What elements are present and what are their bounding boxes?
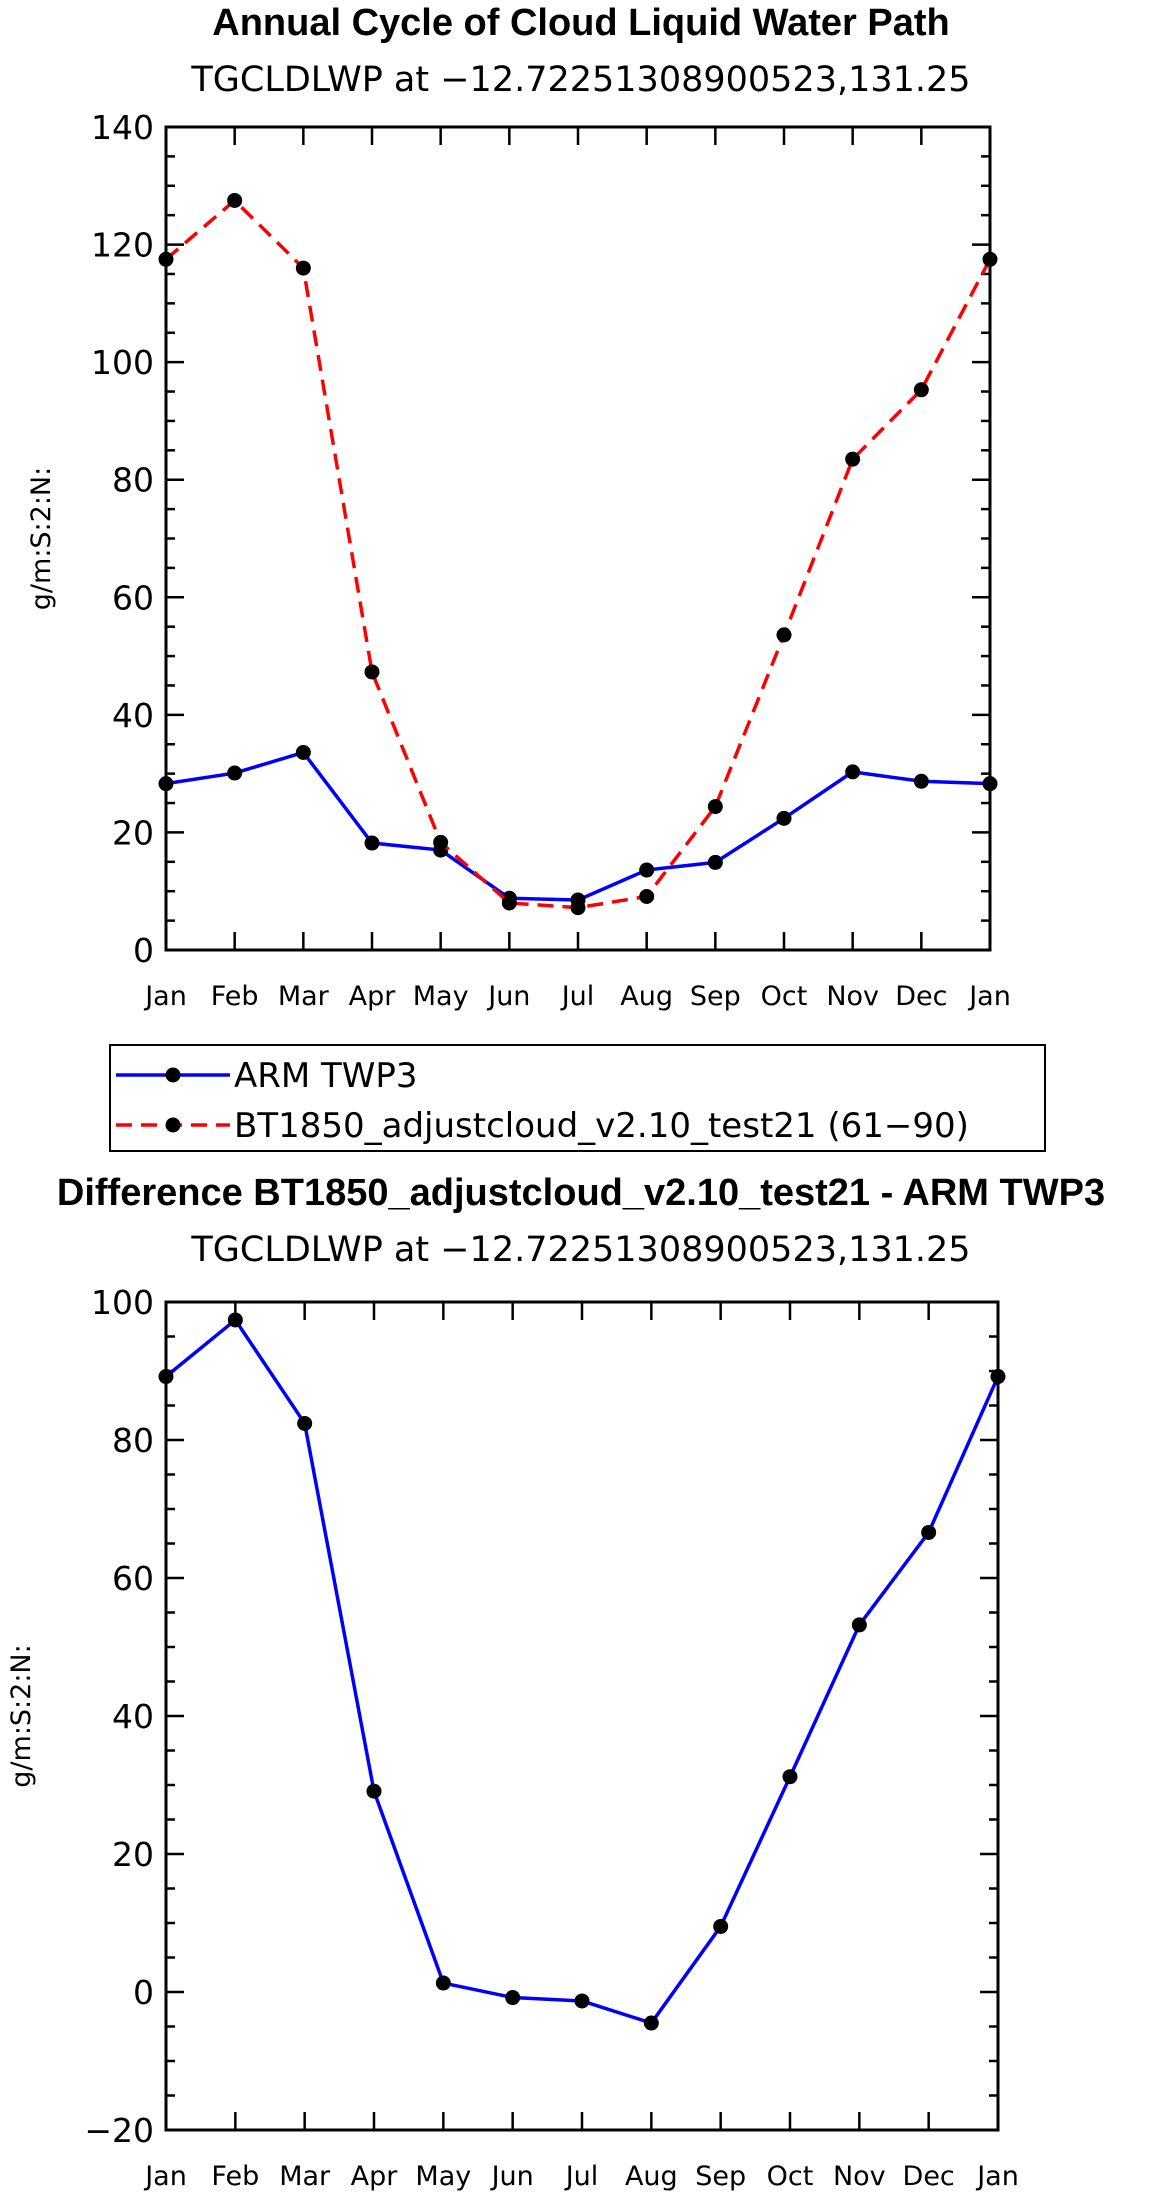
data-point	[643, 2015, 659, 2031]
x-tick-label: Apr	[349, 981, 397, 1012]
legend-box	[109, 1044, 1046, 1152]
data-point	[921, 1524, 937, 1540]
data-point	[227, 192, 243, 208]
data-point	[982, 251, 998, 267]
x-tick-label: Mar	[279, 2161, 331, 2192]
data-point	[227, 1312, 243, 1328]
data-point	[501, 895, 517, 911]
y-tick-label: 100	[91, 1283, 154, 1322]
x-tick-label: Oct	[761, 981, 808, 1012]
x-tick-label: Jul	[564, 2161, 599, 2192]
annual-cycle-chart: 0 20 40 60 80 100 120 140 Jan Feb Mar Apr May Jun Jul A…	[26, 108, 1046, 1152]
legend-label-2: BT1850_adjustcloud_v2.10_test21 (61−90)	[234, 1106, 969, 1146]
data-point	[505, 1990, 521, 2006]
data-point	[435, 1975, 451, 1991]
data-point	[776, 810, 792, 826]
legend-marker	[165, 1117, 181, 1133]
y-tick-label: 0	[133, 1973, 154, 2012]
x-tick-label: Jan	[143, 2161, 187, 2192]
x-tick-label: Oct	[767, 2161, 814, 2192]
data-point	[364, 835, 380, 851]
y-tick-label: −20	[84, 2111, 154, 2150]
data-point	[707, 854, 723, 870]
x-tick-label: May	[413, 981, 469, 1012]
series-line-1	[164, 1318, 1000, 2025]
data-point	[158, 776, 174, 792]
y-tick-label: 80	[112, 461, 154, 500]
legend-label-1: ARM TWP3	[234, 1056, 418, 1096]
x-tick-label: Aug	[625, 2161, 678, 2192]
data-point	[707, 799, 723, 815]
data-point	[782, 1769, 798, 1785]
y-tick-label: 0	[133, 931, 154, 970]
chart2-title: Difference BT1850_adjustcloud_v2.10_test…	[56, 1172, 1106, 1214]
y-tick-label: 120	[91, 226, 154, 265]
x-tick-label: Sep	[695, 2161, 746, 2192]
data-point	[297, 1415, 313, 1431]
x-tick-label: Dec	[895, 981, 947, 1012]
x-tick-label: Jan	[143, 981, 187, 1012]
chart1-title: Annual Cycle of Cloud Liquid Water Path	[212, 2, 950, 44]
x-tick-label: May	[415, 2161, 471, 2192]
data-point	[845, 451, 861, 467]
x-tick-label: Jun	[486, 981, 530, 1012]
y-tick-label: 40	[112, 1697, 154, 1736]
data-point	[364, 664, 380, 680]
x-tick-label: Jun	[490, 2161, 534, 2192]
x-tick-label: Dec	[903, 2161, 955, 2192]
y-axis-label: g/m:S:2:N:	[6, 1644, 37, 1787]
x-tick-label: Mar	[278, 981, 330, 1012]
data-point	[433, 834, 449, 850]
data-point	[851, 1617, 867, 1633]
y-axis-label: g/m:S:2:N:	[26, 467, 57, 610]
x-tick-label: Jan	[975, 2161, 1019, 2192]
x-tick-label: Jan	[967, 981, 1011, 1012]
data-point	[295, 744, 311, 760]
data-point	[295, 260, 311, 276]
data-point	[639, 889, 655, 905]
data-point	[913, 773, 929, 789]
y-tick-label: 140	[91, 108, 154, 147]
data-point	[990, 1369, 1006, 1385]
chart1-subtitle: TGCLDLWP at −12.72251308900523,131.25	[191, 60, 971, 100]
legend-marker	[165, 1067, 181, 1083]
y-tick-label: 20	[112, 813, 154, 852]
x-tick-label: Nov	[833, 2161, 886, 2192]
data-point	[227, 765, 243, 781]
y-tick-label: 60	[112, 1559, 154, 1598]
data-point	[845, 764, 861, 780]
data-point	[913, 382, 929, 398]
data-point	[982, 776, 998, 792]
data-point	[639, 862, 655, 878]
legend: ARM TWP3 BT1850_adjustcloud_v2.10_test21 …	[109, 1044, 1046, 1152]
y-tick-label: 40	[112, 696, 154, 735]
y-tick-label: 60	[112, 578, 154, 617]
chart2-subtitle: TGCLDLWP at −12.72251308900523,131.25	[191, 1230, 971, 1270]
data-point	[366, 1783, 382, 1799]
data-point	[776, 627, 792, 643]
x-tick-label: Feb	[211, 981, 259, 1012]
x-tick-label: Apr	[351, 2161, 399, 2192]
x-tick-label: Sep	[690, 981, 741, 1012]
data-point	[570, 900, 586, 916]
x-tick-label: Jul	[560, 981, 595, 1012]
y-tick-label: 20	[112, 1835, 154, 1874]
y-tick-label: 100	[91, 343, 154, 382]
x-tick-label: Aug	[620, 981, 673, 1012]
y-tick-label: 80	[112, 1421, 154, 1460]
data-point	[574, 1993, 590, 2009]
data-point	[158, 1369, 174, 1385]
x-tick-label: Nov	[826, 981, 879, 1012]
x-tick-label: Feb	[211, 2161, 259, 2192]
data-point	[713, 1918, 729, 1934]
data-point	[158, 251, 174, 267]
